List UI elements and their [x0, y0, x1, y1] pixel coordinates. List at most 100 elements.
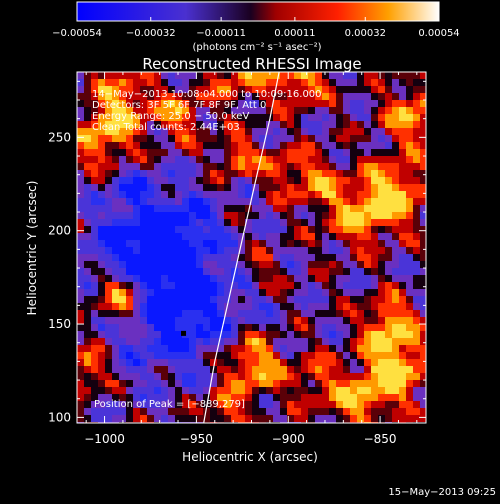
- heatmap-cell: [203, 345, 210, 352]
- heatmap-cell: [413, 170, 420, 177]
- heatmap-cell: [77, 107, 84, 114]
- heatmap-cell: [413, 177, 420, 184]
- heatmap-cell: [231, 345, 238, 352]
- heatmap-cell: [357, 303, 364, 310]
- heatmap-cell: [392, 408, 399, 415]
- heatmap-cell: [147, 86, 154, 93]
- heatmap-cell: [238, 261, 245, 268]
- heatmap-cell: [273, 366, 280, 373]
- heatmap-cell: [154, 100, 161, 107]
- heatmap-cell: [147, 408, 154, 415]
- heatmap-cell: [301, 128, 308, 135]
- heatmap-cell: [203, 226, 210, 233]
- heatmap-cell: [98, 275, 105, 282]
- heatmap-cell: [420, 107, 426, 114]
- heatmap-cell: [406, 387, 413, 394]
- heatmap-cell: [406, 338, 413, 345]
- heatmap-cell: [238, 289, 245, 296]
- heatmap-cell: [343, 268, 350, 275]
- heatmap-cell: [154, 415, 161, 422]
- heatmap-cell: [385, 226, 392, 233]
- heatmap-cell: [294, 394, 301, 401]
- heatmap-cell: [357, 233, 364, 240]
- heatmap-cell: [350, 359, 357, 366]
- heatmap-cell: [91, 352, 98, 359]
- heatmap-cell: [147, 415, 154, 422]
- heatmap-cell: [231, 107, 238, 114]
- heatmap-cell: [378, 366, 385, 373]
- heatmap-cell: [189, 72, 196, 79]
- heatmap-cell: [154, 247, 161, 254]
- heatmap-cell: [119, 128, 126, 135]
- heatmap-cell: [196, 387, 203, 394]
- heatmap-cell: [315, 366, 322, 373]
- heatmap-cell: [126, 317, 133, 324]
- heatmap-cell: [273, 408, 280, 415]
- heatmap-cell: [420, 93, 426, 100]
- heatmap-cell: [413, 303, 420, 310]
- heatmap-cell: [350, 128, 357, 135]
- heatmap-cell: [266, 373, 273, 380]
- heatmap-cell: [315, 79, 322, 86]
- heatmap-cell: [315, 359, 322, 366]
- heatmap-cell: [252, 198, 259, 205]
- heatmap-cell: [266, 198, 273, 205]
- heatmap-cell: [364, 380, 371, 387]
- heatmap-cell: [84, 338, 91, 345]
- heatmap-cell: [189, 219, 196, 226]
- heatmap-cell: [378, 394, 385, 401]
- heatmap-cell: [105, 282, 112, 289]
- heatmap-cell: [224, 394, 231, 401]
- colorbar-tick-label: −0.00011: [196, 28, 246, 39]
- heatmap-cell: [119, 198, 126, 205]
- heatmap-cell: [217, 198, 224, 205]
- heatmap-cell: [308, 205, 315, 212]
- heatmap-cell: [413, 184, 420, 191]
- heatmap-cell: [161, 415, 168, 422]
- heatmap-cell: [413, 156, 420, 163]
- heatmap-cell: [98, 121, 105, 128]
- heatmap-cell: [350, 247, 357, 254]
- heatmap-cell: [91, 268, 98, 275]
- heatmap-cell: [392, 324, 399, 331]
- heatmap-cell: [420, 331, 426, 338]
- heatmap-cell: [336, 191, 343, 198]
- heatmap-cell: [329, 408, 336, 415]
- heatmap-cell: [77, 177, 84, 184]
- heatmap-cell: [238, 163, 245, 170]
- heatmap-cell: [168, 93, 175, 100]
- heatmap-cell: [189, 121, 196, 128]
- heatmap-cell: [182, 324, 189, 331]
- heatmap-cell: [364, 415, 371, 422]
- heatmap-cell: [217, 359, 224, 366]
- heatmap-cell: [175, 142, 182, 149]
- heatmap-cell: [336, 233, 343, 240]
- heatmap-cell: [399, 261, 406, 268]
- heatmap-cell: [308, 338, 315, 345]
- heatmap-cell: [399, 324, 406, 331]
- heatmap-cell: [203, 289, 210, 296]
- heatmap-cell: [189, 191, 196, 198]
- heatmap-cell: [98, 415, 105, 422]
- heatmap-cell: [371, 373, 378, 380]
- heatmap-cell: [336, 282, 343, 289]
- heatmap-cell: [217, 212, 224, 219]
- heatmap-cell: [182, 156, 189, 163]
- heatmap-cell: [140, 100, 147, 107]
- heatmap-cell: [350, 254, 357, 261]
- heatmap-cell: [161, 254, 168, 261]
- heatmap-cell: [406, 114, 413, 121]
- heatmap-cell: [378, 79, 385, 86]
- heatmap-cell: [420, 198, 426, 205]
- heatmap-cell: [273, 359, 280, 366]
- heatmap-cell: [161, 177, 168, 184]
- heatmap-cell: [105, 100, 112, 107]
- heatmap-cell: [406, 86, 413, 93]
- heatmap-cell: [91, 142, 98, 149]
- heatmap-cell: [259, 205, 266, 212]
- heatmap-cell: [336, 401, 343, 408]
- heatmap-cell: [420, 359, 426, 366]
- heatmap-cell: [161, 394, 168, 401]
- heatmap-cell: [280, 324, 287, 331]
- heatmap-cell: [140, 163, 147, 170]
